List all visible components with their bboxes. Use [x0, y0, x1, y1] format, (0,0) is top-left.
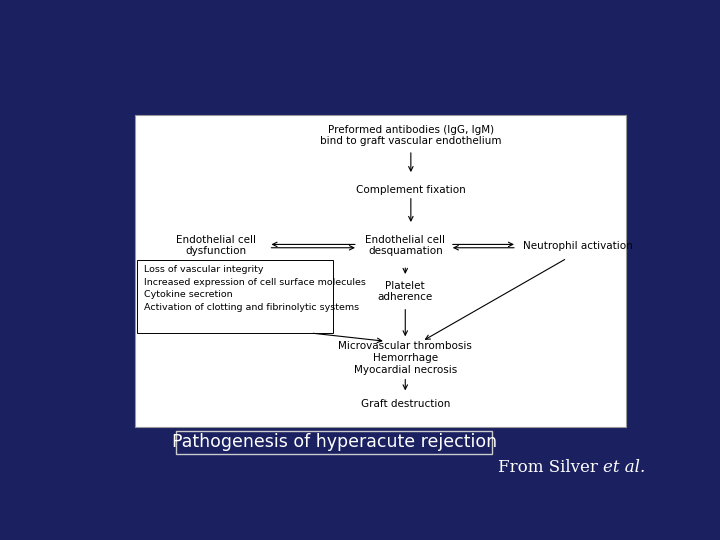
Text: et al.: et al.	[603, 459, 646, 476]
Text: Graft destruction: Graft destruction	[361, 399, 450, 409]
Text: Endothelial cell
desquamation: Endothelial cell desquamation	[365, 235, 445, 256]
Bar	[176, 431, 492, 454]
Text: Platelet
adherence: Platelet adherence	[378, 281, 433, 302]
Text: Loss of vascular integrity
Increased expression of cell surface molecules
Cytoki: Loss of vascular integrity Increased exp…	[144, 265, 366, 312]
Text: Pathogenesis of hyperacute rejection: Pathogenesis of hyperacute rejection	[171, 433, 497, 451]
Text: Neutrophil activation: Neutrophil activation	[523, 241, 633, 251]
Bar	[138, 260, 333, 333]
Text: Preformed antibodies (IgG, IgM)
bind to graft vascular endothelium: Preformed antibodies (IgG, IgM) bind to …	[320, 125, 502, 146]
Text: Endothelial cell
dysfunction: Endothelial cell dysfunction	[176, 235, 256, 256]
Bar	[135, 114, 626, 427]
Text: Microvascular thrombosis
Hemorrhage
Myocardial necrosis: Microvascular thrombosis Hemorrhage Myoc…	[338, 341, 472, 375]
Text: Complement fixation: Complement fixation	[356, 185, 466, 194]
Text: From Silver: From Silver	[498, 459, 603, 476]
